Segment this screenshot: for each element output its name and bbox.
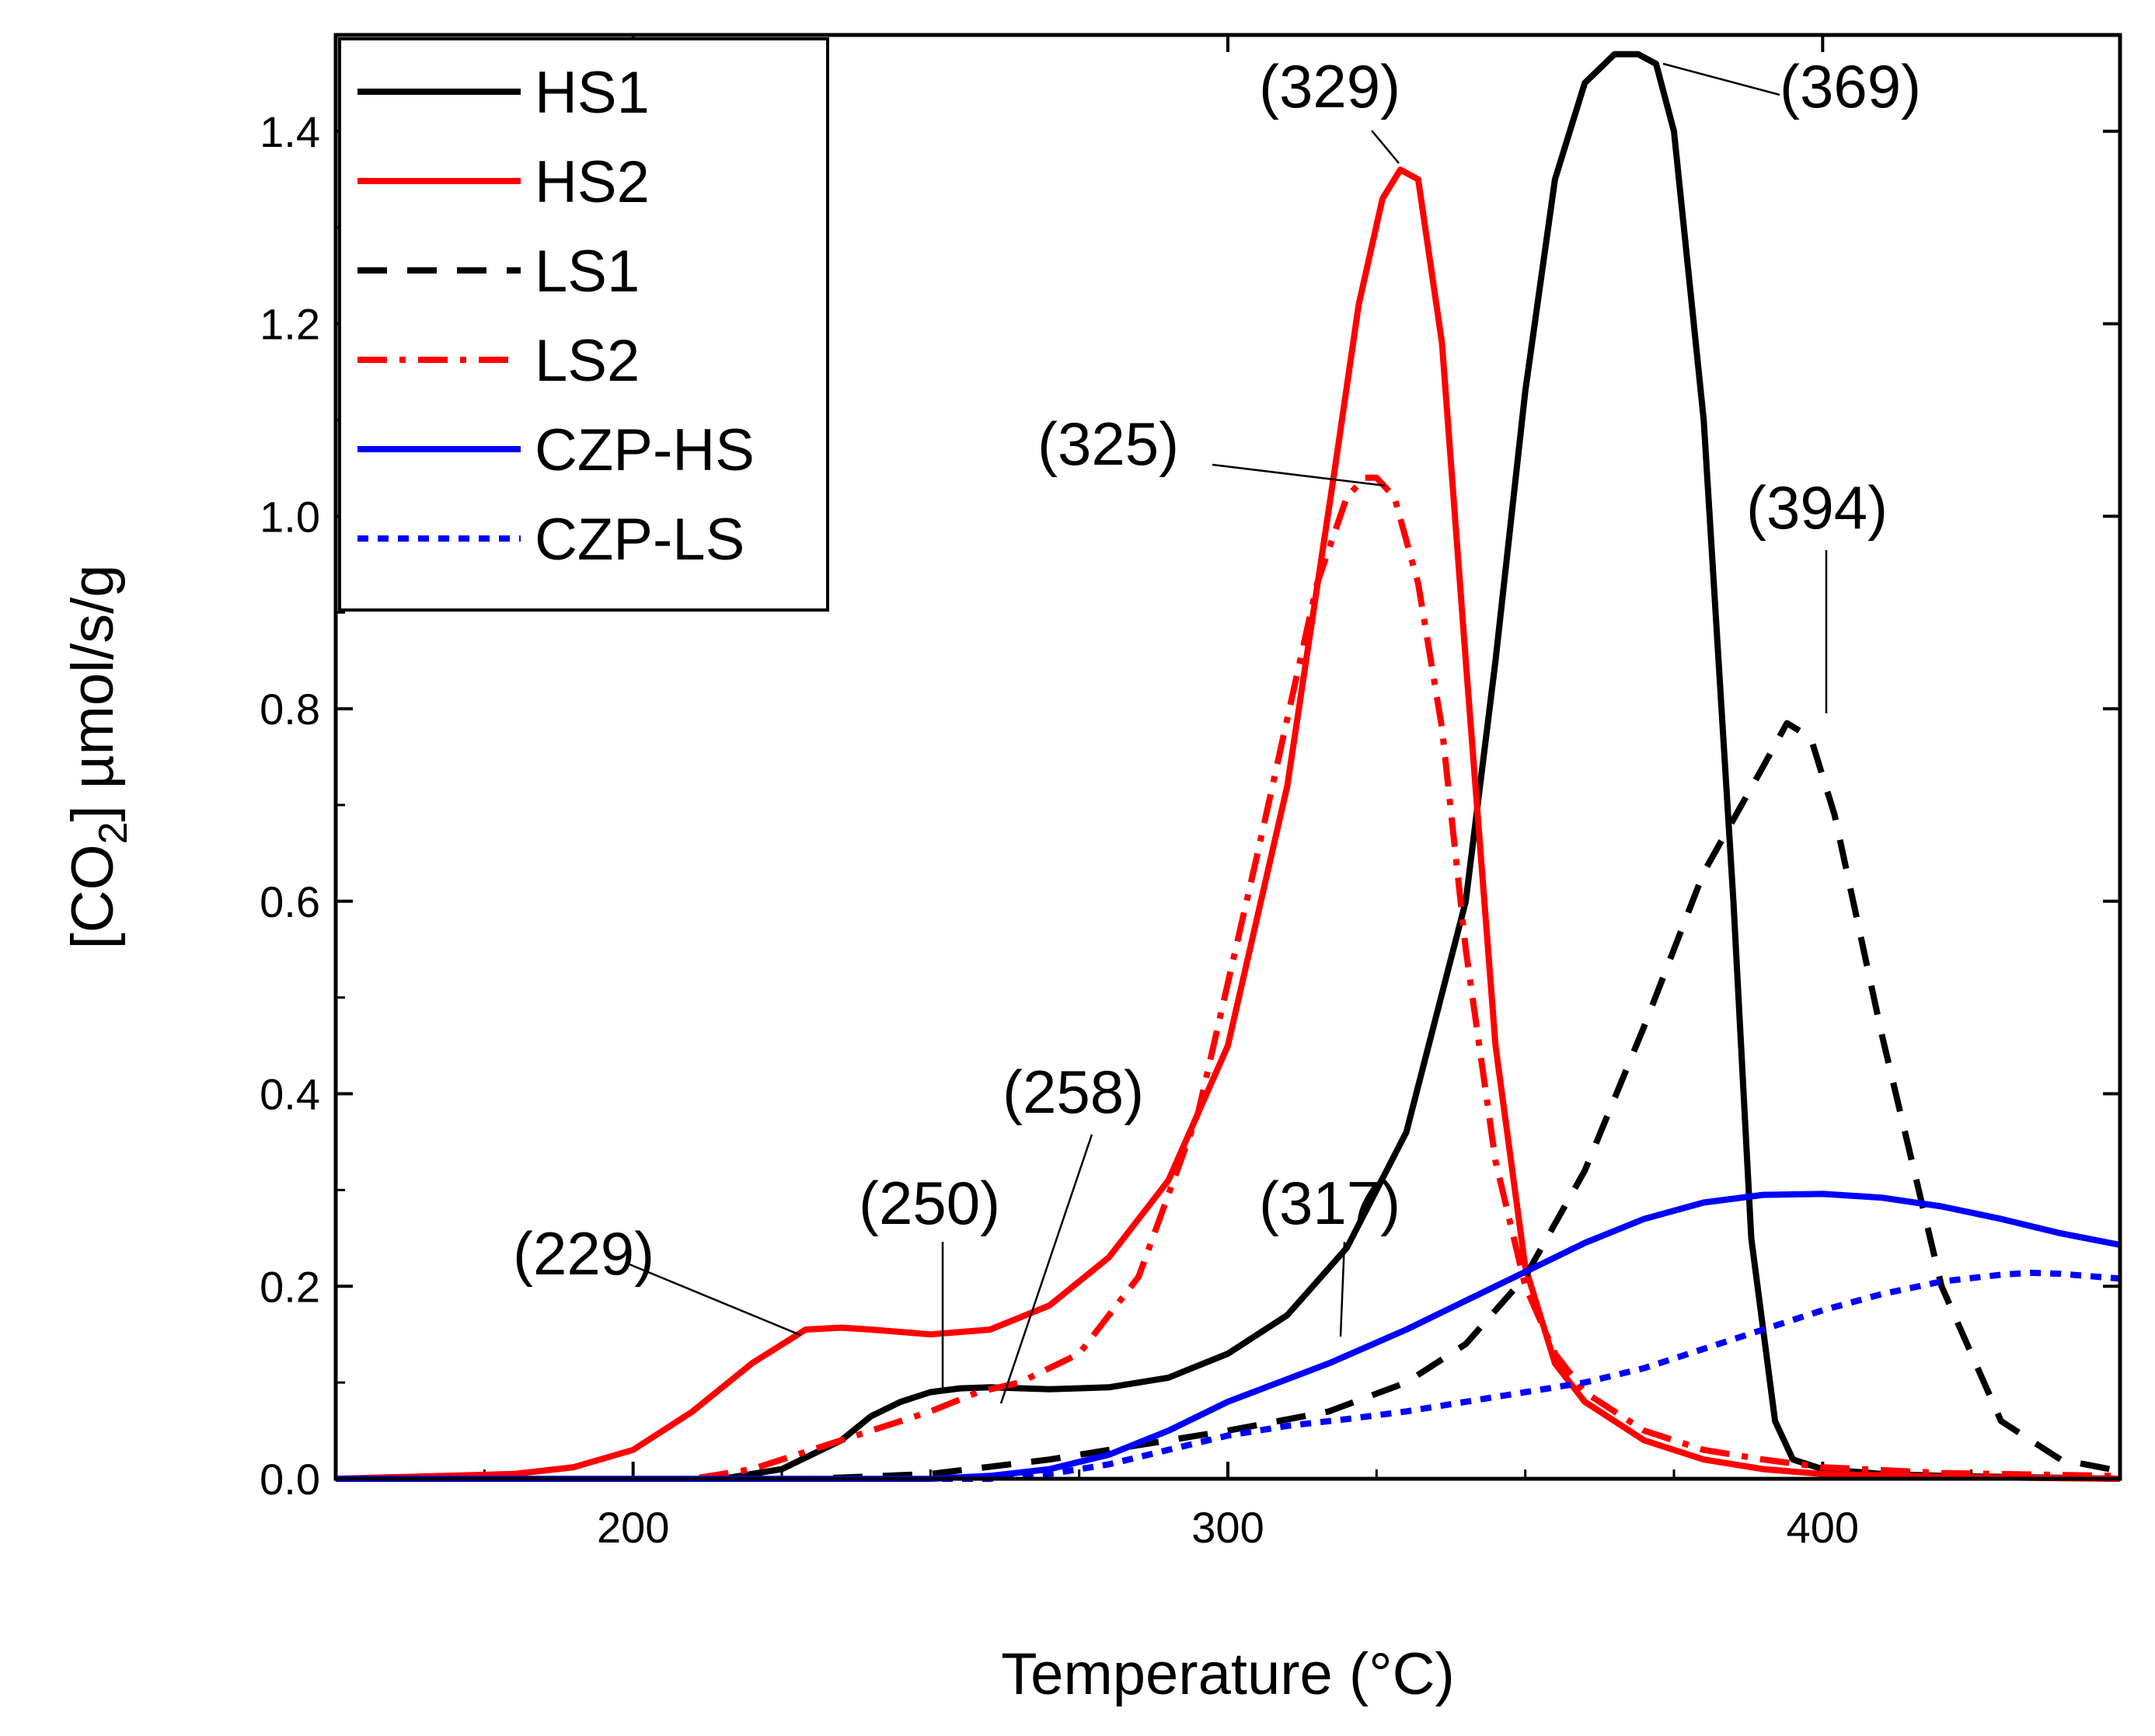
annotations: (229) (250)(258) (317) (325) (329) (369) (394) bbox=[513, 52, 1921, 1404]
annotation-leader bbox=[1212, 463, 1386, 487]
series-line-ls1 bbox=[336, 720, 2121, 1482]
series-line-ls2 bbox=[336, 474, 2121, 1482]
legend-label-hs1: HS1 bbox=[535, 60, 650, 126]
legend-box bbox=[338, 37, 829, 612]
legend: HS1 HS2 LS1 LS2 CZP-HS CZP-LS bbox=[338, 37, 829, 612]
y-tick-label: 0.2 bbox=[260, 1262, 320, 1311]
annotation-label: (325) bbox=[1037, 410, 1179, 478]
series-line-czp-hs bbox=[336, 1190, 2121, 1482]
annotation-label: (250) bbox=[859, 1169, 1000, 1237]
annotation-leader bbox=[625, 1261, 801, 1337]
y-tick-label: 0.0 bbox=[260, 1455, 320, 1504]
y-tick-label: 0.4 bbox=[260, 1070, 320, 1119]
legend-label-czp-hs: CZP-HS bbox=[535, 417, 755, 483]
legend-label-czp-ls: CZP-LS bbox=[535, 507, 744, 573]
y-axis-title-subscript: 2 bbox=[91, 821, 136, 844]
annotation-leader bbox=[999, 1134, 1093, 1404]
y-tick-label: 0.6 bbox=[260, 877, 320, 926]
x-tick-label: 200 bbox=[597, 1503, 669, 1552]
annotation-label: (394) bbox=[1746, 473, 1888, 542]
x-tick-label: 400 bbox=[1787, 1503, 1859, 1552]
series-line-czp-ls bbox=[336, 1269, 2121, 1482]
annotation-label: (229) bbox=[513, 1219, 654, 1288]
annotation-leader bbox=[1662, 62, 1780, 96]
y-axis-title: [CO2] µmol/s/g bbox=[60, 564, 136, 949]
x-tick-label: 300 bbox=[1191, 1503, 1264, 1552]
legend-label-ls2: LS2 bbox=[535, 328, 640, 394]
legend-label-hs2: HS2 bbox=[535, 149, 650, 215]
y-tick-label: 1.2 bbox=[260, 300, 320, 349]
y-axis-title-suffix: ] µmol/s/g bbox=[60, 564, 126, 821]
axes-ticks: 200 300 400 0.0 0.2 0.4 0.6 0.8 1.0 1.2 1.4 bbox=[260, 35, 2122, 1552]
annotation-label: (369) bbox=[1780, 52, 1921, 120]
series-line-hs2 bbox=[335, 166, 2121, 1482]
legend-label-ls1: LS1 bbox=[535, 239, 640, 305]
annotation-label: (329) bbox=[1259, 52, 1400, 120]
x-axis-title: Temperature (°C) bbox=[1001, 1641, 1455, 1707]
annotation-leader bbox=[1339, 1241, 1346, 1337]
y-tick-label: 1.0 bbox=[260, 492, 320, 541]
y-axis-title-prefix: [CO bbox=[60, 844, 126, 949]
plot-frame bbox=[333, 33, 2122, 1481]
y-tick-label: 0.8 bbox=[260, 685, 320, 734]
y-tick-label: 1.4 bbox=[260, 107, 320, 156]
annotation-leader bbox=[1371, 130, 1400, 164]
annotation-label: (258) bbox=[1003, 1058, 1144, 1126]
series-layer bbox=[335, 51, 2121, 1482]
annotation-label: (317) bbox=[1259, 1169, 1400, 1237]
